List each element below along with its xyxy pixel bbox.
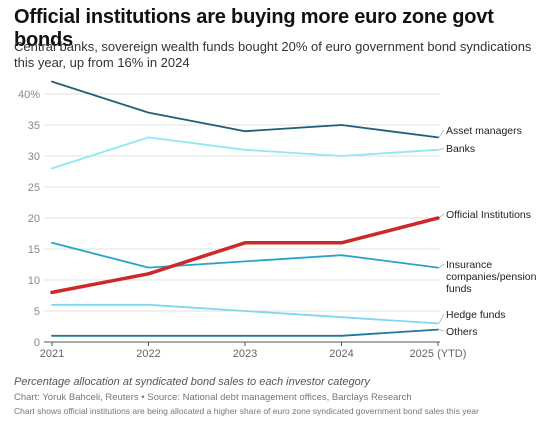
series-line-insurance-companies-pension-funds: [51, 241, 439, 269]
series-label: Hedge funds: [446, 309, 506, 321]
label-leader: [438, 129, 445, 138]
chart-note: Percentage allocation at syndicated bond…: [14, 376, 370, 388]
chart-title: Official institutions are buying more eu…: [14, 6, 494, 51]
series-line-others: [51, 328, 439, 337]
series-label: funds: [446, 283, 472, 295]
label-leader: [438, 263, 445, 268]
y-axis-ticks: 0 5 10 15 20 25 30 35 40%: [18, 89, 40, 349]
y-tick-label: 20: [28, 213, 40, 225]
y-tick-label: 25: [28, 182, 40, 194]
label-leader: [438, 313, 445, 324]
series-label: Banks: [446, 143, 475, 155]
y-tick-label: 40%: [18, 89, 40, 101]
y-tick-label: 5: [34, 306, 40, 318]
x-tick-label: 2024: [329, 348, 353, 360]
series-label: Others: [446, 326, 478, 338]
x-tick-label: 2022: [136, 348, 160, 360]
label-leader: [438, 147, 445, 151]
y-tick-label: 15: [28, 244, 40, 256]
series-label: Official Institutions: [446, 209, 531, 221]
series-label: Asset managers: [446, 125, 522, 137]
x-tick-label: 2021: [40, 348, 64, 360]
x-axis-ticks: 2021 2022 2023 2024 2025 (YTD): [40, 342, 467, 360]
series-lines: [50, 80, 440, 337]
series-line-asset-managers: [51, 80, 439, 139]
x-tick-label: 2025 (YTD): [410, 348, 467, 360]
y-tick-label: 30: [28, 151, 40, 163]
chart-subtitle: Central banks, sovereign wealth funds bo…: [14, 39, 532, 70]
y-tick-label: 0: [34, 337, 40, 349]
series-line-official-institutions: [50, 216, 440, 295]
x-tick-label: 2023: [233, 348, 257, 360]
series-label: companies/pension: [446, 271, 537, 283]
y-tick-label: 10: [28, 275, 40, 287]
series-line-hedge-funds: [51, 303, 439, 325]
grid-lines: [44, 93, 440, 343]
y-tick-label: 35: [28, 120, 40, 132]
label-leader: [438, 213, 445, 219]
chart-credit: Chart: Yoruk Bahceli, Reuters • Source: …: [14, 392, 412, 403]
series-labels: Asset managers Banks Official Institutions…: [438, 125, 537, 338]
series-label: Insurance: [446, 259, 492, 271]
label-leader: [438, 329, 445, 332]
series-line-banks: [51, 136, 439, 170]
chart-description: Chart shows official institutions are be…: [14, 406, 479, 416]
